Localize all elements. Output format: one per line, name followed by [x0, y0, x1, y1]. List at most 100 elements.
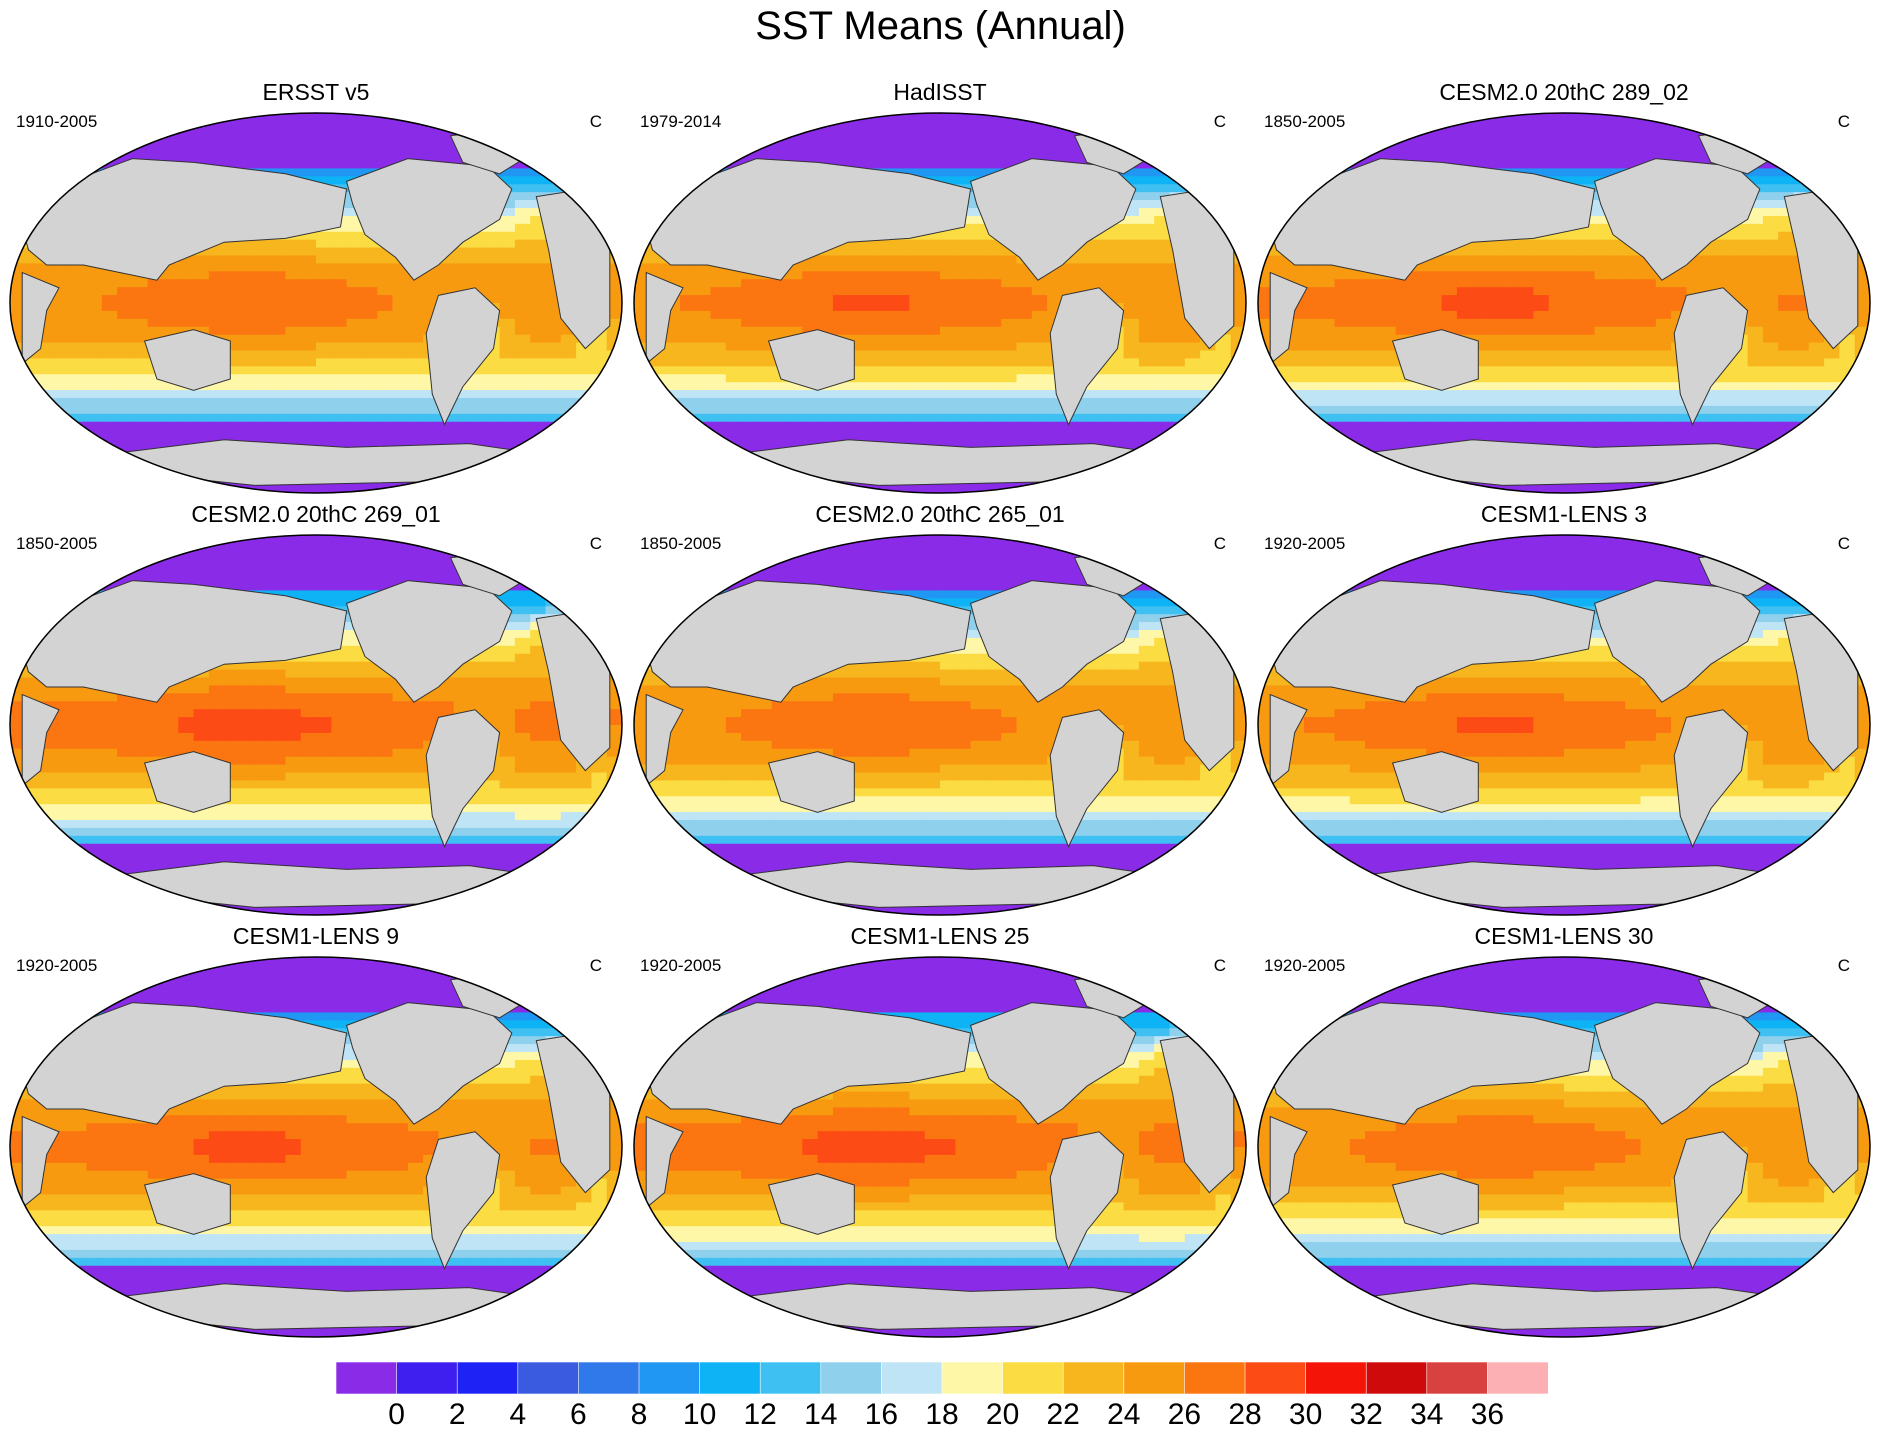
- sst-cell: [40, 485, 57, 493]
- sst-cell: [224, 271, 241, 280]
- sst-cell: [606, 279, 622, 288]
- sst-cell: [25, 136, 42, 146]
- sst-cell: [407, 350, 424, 360]
- sst-cell: [1686, 263, 1703, 272]
- sst-cell: [10, 223, 26, 233]
- sst-cell: [679, 461, 696, 470]
- sst-cell: [316, 429, 332, 439]
- sst-cell: [832, 255, 849, 265]
- sst-cell: [1609, 113, 1626, 122]
- sst-cell: [71, 271, 88, 280]
- sst-cell: [1548, 263, 1565, 272]
- sst-cell: [224, 413, 241, 423]
- sst-cell: [787, 398, 803, 407]
- sst-cell: [178, 303, 195, 312]
- sst-cell: [1093, 263, 1109, 272]
- sst-cell: [634, 152, 650, 162]
- sst-cell: [55, 303, 72, 312]
- sst-cell: [545, 469, 562, 478]
- sst-cell: [909, 263, 926, 272]
- sst-cell: [407, 398, 424, 407]
- sst-cell: [1154, 271, 1171, 280]
- sst-cell: [560, 342, 577, 352]
- sst-cell: [924, 429, 941, 439]
- sst-cell: [909, 374, 926, 383]
- sst-cell: [741, 445, 757, 455]
- sst-cell: [741, 405, 757, 415]
- sst-cell: [1200, 192, 1216, 201]
- sst-cell: [679, 398, 696, 407]
- sst-cell: [1184, 326, 1201, 336]
- sst-cell: [832, 113, 849, 122]
- sst-cell: [1077, 413, 1094, 423]
- sst-cell: [1380, 318, 1397, 328]
- sst-cell: [924, 358, 941, 367]
- sst-cell: [1548, 168, 1565, 177]
- sst-cell: [756, 303, 773, 312]
- sst-cell: [1001, 429, 1018, 439]
- sst-cell: [25, 271, 42, 280]
- sst-cell: [1334, 120, 1351, 130]
- sst-cell: [985, 334, 1002, 344]
- sst-cell: [970, 366, 987, 375]
- sst-cell: [649, 429, 666, 439]
- sst-cell: [346, 208, 363, 217]
- sst-cell: [407, 382, 424, 391]
- sst-cell: [1472, 295, 1489, 304]
- sst-cell: [86, 366, 103, 375]
- sst-cell: [469, 390, 485, 399]
- sst-cell: [1169, 310, 1186, 320]
- sst-cell: [224, 144, 241, 154]
- sst-cell: [679, 168, 696, 177]
- sst-cell: [25, 200, 42, 209]
- sst-cell: [1215, 152, 1232, 162]
- sst-cell: [1502, 255, 1519, 265]
- sst-cell: [1108, 263, 1125, 272]
- sst-cell: [346, 310, 363, 320]
- sst-cell: [1594, 144, 1611, 154]
- sst-cell: [909, 271, 926, 280]
- sst-cell: [940, 144, 956, 154]
- sst-cell: [1319, 326, 1336, 336]
- sst-cell: [1640, 326, 1657, 336]
- sst-cell: [725, 429, 742, 439]
- sst-cell: [560, 445, 577, 455]
- sst-cell: [254, 271, 271, 280]
- sst-cell: [710, 477, 727, 486]
- sst-cell: [940, 350, 956, 360]
- sst-cell: [787, 295, 803, 304]
- sst-cell: [239, 366, 256, 375]
- sst-cell: [576, 358, 592, 367]
- sst-cell: [1138, 310, 1155, 320]
- sst-cell: [545, 168, 562, 177]
- map-panel: ERSST v5 1910-2005 C: [6, 78, 626, 498]
- sst-cell: [634, 334, 650, 344]
- sst-cell: [40, 342, 57, 352]
- sst-cell: [499, 113, 516, 122]
- sst-cell: [1108, 405, 1125, 415]
- sst-cell: [1154, 445, 1171, 455]
- sst-cell: [894, 279, 910, 288]
- sst-cell: [254, 160, 271, 170]
- sst-cell: [1456, 279, 1473, 288]
- sst-cell: [25, 120, 42, 130]
- sst-cell: [634, 208, 650, 217]
- sst-cell: [771, 279, 788, 288]
- sst-cell: [1258, 113, 1274, 122]
- sst-cell: [1230, 477, 1246, 486]
- sst-cell: [117, 405, 133, 415]
- sst-cell: [1031, 366, 1048, 375]
- sst-cell: [285, 287, 302, 296]
- sst-cell: [1518, 263, 1534, 272]
- sst-cell: [832, 326, 849, 336]
- sst-cell: [270, 263, 286, 272]
- sst-cell: [392, 136, 409, 146]
- sst-cell: [741, 271, 757, 280]
- sst-cell: [1258, 184, 1274, 193]
- sst-cell: [955, 223, 972, 233]
- sst-cell: [1031, 350, 1048, 360]
- sst-cell: [649, 200, 666, 209]
- sst-cell: [560, 120, 577, 130]
- sst-cell: [1258, 136, 1274, 146]
- sst-cell: [1138, 295, 1155, 304]
